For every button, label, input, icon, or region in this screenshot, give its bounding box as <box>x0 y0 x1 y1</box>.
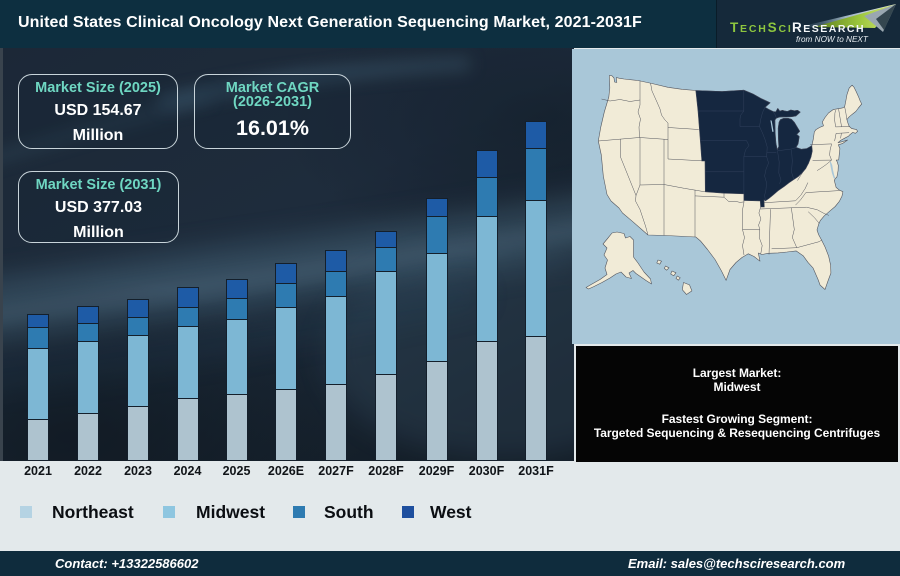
svg-text:RESEARCH: RESEARCH <box>792 20 865 35</box>
svg-text:from NOW to NEXT: from NOW to NEXT <box>796 35 869 44</box>
svg-text:TECHSCI: TECHSCI <box>730 20 793 35</box>
